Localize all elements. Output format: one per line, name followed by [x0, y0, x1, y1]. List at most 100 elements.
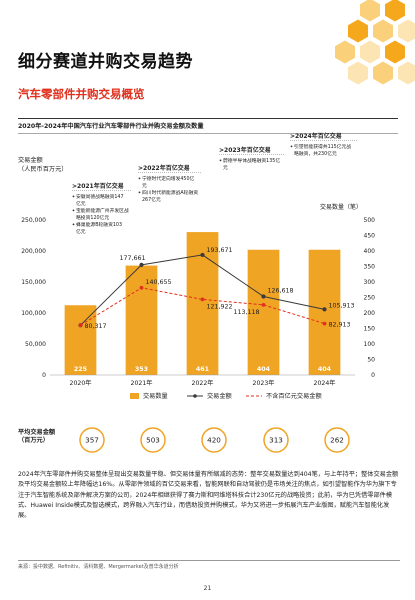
section-subtitle: 汽车零部件并购交易概览: [18, 87, 145, 101]
annotation-line: 略投资120亿元: [76, 214, 109, 221]
bar-value-label: 353: [135, 366, 148, 373]
point-total-amount: [139, 262, 144, 267]
point-total-amount: [200, 252, 205, 258]
annotation-line: 宝能新能源广州开发区战: [76, 207, 129, 214]
bar-value-label: 404: [257, 366, 271, 373]
chart-caption: 2020年-2024年中国汽车行业汽车零部件行业并购交易金额及数量: [18, 118, 398, 134]
excl-amount-label: 140,655: [146, 279, 172, 286]
hexagon-cluster: [335, 0, 415, 85]
annotation-line: 亿元: [76, 228, 86, 235]
annotation-line: 宁德时代定向增发450亿: [142, 175, 195, 182]
annotation-2021年: >2021年百亿交易安徽尚德战略融资147亿元宝能新能源广州开发区战略投资120…: [72, 182, 132, 235]
right-tick-label: 100: [364, 341, 376, 348]
bar-count-2023年: [247, 249, 280, 375]
excl-amount-label: 82,913: [329, 322, 351, 329]
hexagon-7: [385, 40, 405, 64]
hexagon-5: [398, 19, 415, 43]
point-excl-large-deals: [200, 297, 205, 302]
right-tick-label: 350: [364, 264, 376, 271]
legend-dashed-label: 不含百亿元交易金额: [266, 392, 322, 400]
annotation-title: >2022年百亿交易: [138, 164, 190, 172]
right-tick-label: 400: [364, 248, 376, 255]
excl-amount-label: 121,922: [207, 303, 233, 310]
legend-bar-swatch: [130, 393, 139, 399]
bar-value-label: 225: [74, 366, 87, 373]
hexagon-3: [348, 19, 368, 43]
avg-circle: [263, 427, 289, 453]
hexagon-6: [360, 40, 380, 64]
left-tick-label: 150,000: [21, 279, 46, 286]
avg-value-label: 313: [269, 436, 283, 445]
left-tick-label: 100,000: [21, 310, 46, 317]
right-tick-label: 0: [371, 372, 375, 379]
excl-amount-label: 113,118: [234, 309, 260, 316]
point-total-amount: [322, 307, 327, 312]
annotation-line: 亿元: [76, 200, 86, 207]
annotation-title: >2023年百亿交易: [219, 146, 271, 154]
annotation-line: 元: [223, 165, 228, 171]
left-tick-label: 50,000: [25, 341, 46, 348]
left-tick-label: 0: [42, 372, 46, 379]
x-tick-label: 2023年: [253, 379, 275, 387]
avg-value-label: 262: [330, 436, 344, 445]
page-title: 细分赛道并购交易趋势: [18, 52, 193, 72]
avg-row-title: 平均交易金额: [18, 428, 56, 436]
avg-circle: [140, 427, 166, 453]
bullet-dot: [138, 177, 141, 180]
right-tick-label: 250: [364, 295, 376, 302]
ma-chart: 交易金额 （人民币百万元） 交易数量（笔） 0 50,000 100,000 150,000…: [18, 132, 376, 453]
right-axis-title: 交易数量（笔）: [320, 203, 362, 211]
left-axis-title: 交易金额: [18, 156, 44, 164]
point-excl-large-deals: [139, 285, 144, 290]
annotation-line: 安徽尚德战略融资147: [76, 193, 124, 200]
hexagon-2: [385, 0, 405, 22]
avg-value-label: 357: [85, 436, 99, 445]
annotation-line: 蔚德半导体战略融资135亿: [223, 157, 280, 164]
annotation-title: >2024年百亿交易: [290, 132, 342, 140]
x-tick-label: 2021年: [131, 379, 153, 387]
bullet-dot: [138, 191, 141, 194]
bullet-dot: [72, 195, 75, 198]
legend-bar-label: 交易数量: [143, 392, 168, 400]
point-excl-large-deals: [322, 321, 327, 326]
avg-row-title: （百万元）: [18, 436, 49, 444]
bullet-dot: [72, 223, 75, 226]
analysis-paragraph: 2024年汽车零部件并购交易整体呈现出交易数量平稳、但交易体量有所缩减的态势：整…: [18, 471, 399, 520]
bullet-dot: [290, 145, 293, 148]
annotation-line: 引望智能获得共115亿元战: [294, 143, 351, 150]
total-amount-label: 177,661: [120, 255, 146, 262]
avg-value-label: 420: [207, 436, 221, 445]
avg-value-label: 503: [146, 436, 160, 445]
bullet-dot: [72, 209, 75, 212]
bar-count-2020年: [64, 305, 97, 375]
total-amount-label: 193,671: [207, 247, 233, 254]
bar-value-label: 461: [196, 366, 209, 373]
annotation-line: 267亿元: [142, 196, 161, 203]
hexagon-11: [348, 61, 368, 85]
avg-circle: [324, 427, 350, 453]
right-tick-label: 300: [364, 279, 376, 286]
x-tick-label: 2022年: [192, 379, 214, 387]
total-amount-label: 80,317: [85, 323, 107, 330]
point-excl-large-deals: [78, 323, 83, 328]
bar-count-2021年: [125, 265, 158, 375]
right-tick-label: 200: [364, 310, 376, 317]
total-amount-label: 105,913: [329, 302, 355, 309]
hexagon-8: [335, 40, 355, 64]
left-tick-label: 200,000: [21, 248, 46, 255]
chart-legend: 交易数量 交易金额 不含百亿元交易金额: [130, 392, 322, 400]
x-tick-label: 2020年: [70, 379, 92, 387]
right-tick-label: 450: [364, 233, 376, 240]
bar-count-2024年: [308, 249, 341, 375]
annotation-title: >2021年百亿交易: [72, 182, 124, 190]
hexagon-1: [360, 0, 380, 22]
right-tick-label: 500: [364, 217, 376, 224]
total-amount-label: 126,618: [268, 287, 294, 294]
annotation-line: 略融资，共230亿元: [294, 150, 337, 157]
source-note: 来源：投中数据、Refinitiv、清科数据、Mergermarket及普华永道…: [18, 560, 400, 570]
line-excl-large-deals: [80, 287, 325, 326]
right-tick-label: 150: [364, 326, 376, 333]
